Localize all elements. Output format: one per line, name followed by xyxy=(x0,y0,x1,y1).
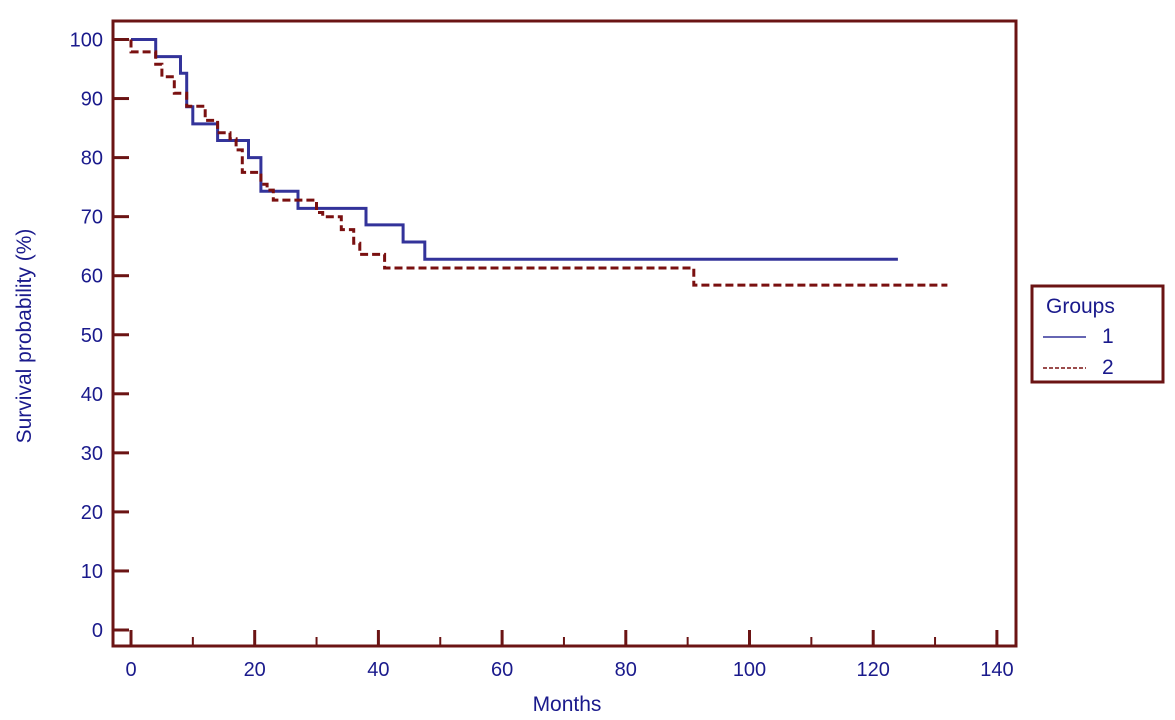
y-tick-label: 60 xyxy=(81,266,103,288)
y-tick-label: 10 xyxy=(81,561,103,583)
y-tick-label: 40 xyxy=(81,384,103,406)
x-tick-label: 100 xyxy=(733,659,766,681)
y-tick-label: 100 xyxy=(70,30,103,52)
y-tick-label: 0 xyxy=(92,620,103,642)
series-line-group-1 xyxy=(131,38,898,261)
x-tick-label: 20 xyxy=(244,659,266,681)
y-tick-label: 50 xyxy=(81,325,103,347)
legend-box xyxy=(1030,284,1165,384)
legend: Groups 1 2 xyxy=(1030,284,1165,384)
legend-label-group-2: 2 xyxy=(1102,356,1114,379)
x-axis-title: Months xyxy=(533,693,602,716)
series-line-group-2 xyxy=(129,39,948,287)
x-tick-label: 120 xyxy=(857,659,890,681)
y-tick-label: 80 xyxy=(81,148,103,170)
y-axis-title: Survival probability (%) xyxy=(13,229,36,444)
x-tick-label: 0 xyxy=(125,659,136,681)
y-tick-label: 70 xyxy=(81,207,103,229)
legend-title: Groups xyxy=(1046,295,1115,318)
y-tick-label: 30 xyxy=(81,443,103,465)
y-tick-label: 90 xyxy=(81,89,103,111)
x-tick-label: 40 xyxy=(367,659,389,681)
legend-label-group-1: 1 xyxy=(1102,325,1114,348)
x-tick-label: 60 xyxy=(491,659,513,681)
axis-ticks: 0 20 40 60 80 100 120 140 0 10 20 30 40 50 60 70 80 90 100 xyxy=(70,30,1014,682)
series-lines xyxy=(129,38,948,287)
x-tick-label: 80 xyxy=(615,659,637,681)
y-tick-label: 20 xyxy=(81,502,103,524)
x-tick-label: 140 xyxy=(980,659,1013,681)
plot-frame xyxy=(111,19,1018,648)
